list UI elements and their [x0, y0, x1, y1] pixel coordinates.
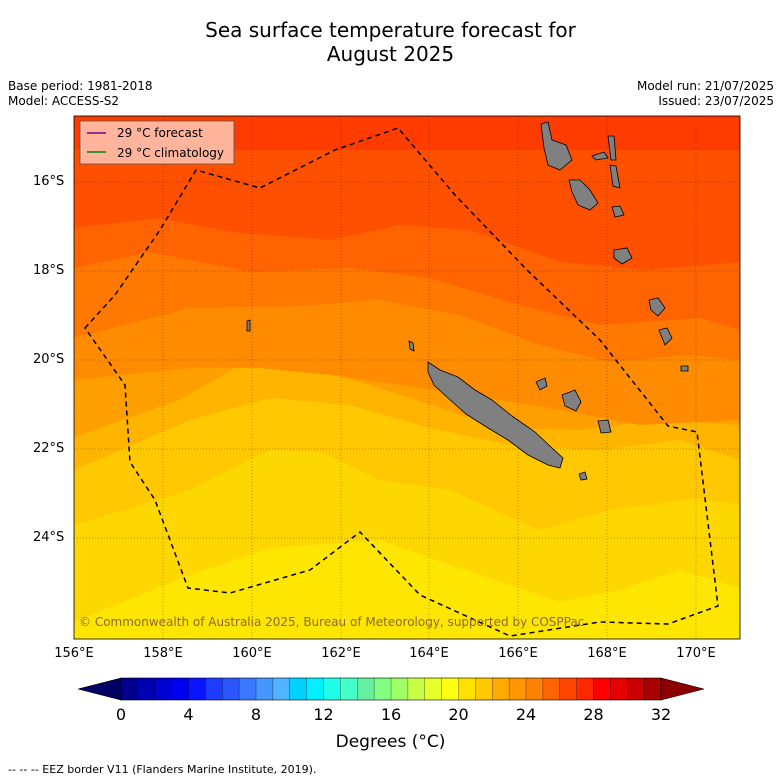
title-line-2: August 2025	[326, 42, 455, 66]
colorbar-swatch	[154, 678, 173, 700]
colorbar-swatch	[121, 678, 139, 700]
new-caledonia-landmass	[427, 361, 564, 469]
colorbar-tick-label: 4	[183, 705, 194, 724]
lon-label: 164°E	[409, 646, 449, 661]
legend-forecast-label: 29 °C forecast	[117, 126, 203, 140]
colorbar-swatch	[289, 678, 308, 700]
vanuatu-espiritu-santo	[540, 121, 573, 171]
colorbar-swatch	[272, 678, 291, 700]
lon-label: 162°E	[321, 646, 361, 661]
lat-label: 24°S	[33, 530, 65, 545]
lon-label: 158°E	[143, 646, 183, 661]
colorbar-tick-label: 8	[250, 705, 262, 724]
colorbar-tick-label: 20	[448, 705, 469, 724]
colorbar-swatch	[306, 678, 324, 700]
colorbar-swatch	[559, 678, 578, 700]
lat-label: 18°S	[33, 263, 65, 278]
copyright-notice: © Commonwealth of Australia 2025, Bureau…	[79, 615, 584, 629]
colorbar-tick-label: 16	[380, 705, 402, 724]
eez-border	[84, 127, 719, 637]
lon-label: 160°E	[232, 646, 272, 661]
model-name: Model: ACCESS-S2	[8, 94, 120, 108]
lon-label: 156°E	[54, 646, 94, 661]
colorbar-swatch	[458, 678, 476, 700]
colorbar-tick-label: 12	[313, 705, 334, 724]
chesterfield-islet	[246, 319, 251, 332]
colorbar-tick-label: 32	[650, 705, 672, 724]
vanuatu-efate	[613, 247, 633, 265]
map-area: © Commonwealth of Australia 2025, Bureau…	[74, 116, 740, 639]
colorbar-swatch	[542, 678, 561, 700]
meta-left: Base period: 1981-2018 Model: ACCESS-S2	[8, 79, 153, 109]
base-period: Base period: 1981-2018	[8, 79, 153, 93]
chart-title: Sea surface temperature forecast for Aug…	[0, 18, 781, 66]
colorbar	[77, 677, 705, 701]
colorbar-tick-label: 28	[583, 705, 604, 724]
colorbar-over-arrow	[660, 677, 705, 701]
colorbar-swatch	[509, 678, 527, 700]
colorbar-swatch	[205, 678, 223, 700]
model-run: Model run: 21/07/2025	[636, 79, 774, 93]
gridlines	[74, 116, 740, 639]
colorbar-swatch	[593, 678, 611, 700]
vanuatu-malekula	[568, 179, 599, 211]
vanuatu-pentecost	[609, 164, 621, 189]
colorbar-swatch	[526, 678, 544, 700]
vanuatu-epi	[611, 205, 625, 218]
colorbar-swatch	[171, 678, 189, 700]
colorbar-swatch	[137, 678, 156, 700]
colorbar-swatch	[576, 678, 594, 700]
colorbar-swatch	[475, 678, 493, 700]
belep-island	[408, 340, 415, 352]
lon-label: 168°E	[587, 646, 627, 661]
colorbar-title: Degrees (°C)	[335, 732, 446, 752]
lat-label: 16°S	[33, 174, 65, 189]
lat-label: 22°S	[33, 441, 65, 456]
legend-climatology-label: 29 °C climatology	[117, 146, 224, 160]
vanuatu-maewo	[607, 135, 617, 161]
legend: 29 °C forecast 29 °C climatology	[79, 120, 235, 165]
loyalty-island-1	[535, 377, 548, 391]
colorbar-swatch	[222, 678, 240, 700]
isle-of-pines	[578, 471, 588, 481]
vanuatu-ambae	[591, 151, 609, 161]
colorbar-swatch	[323, 678, 341, 700]
issued-date: Issued: 23/07/2025	[658, 94, 774, 108]
legend-box	[79, 120, 235, 165]
colorbar-swatch	[374, 678, 392, 700]
lon-label: 166°E	[498, 646, 538, 661]
colorbar-swatch	[256, 678, 274, 700]
colorbar-swatch	[441, 678, 459, 700]
colorbar-under-arrow	[77, 677, 122, 701]
colorbar-swatch	[391, 678, 409, 700]
colorbar-tick-label: 24	[515, 705, 537, 724]
colorbar-swatch	[424, 678, 443, 700]
loyalty-island-3	[597, 419, 612, 434]
loyalty-island-2	[561, 389, 582, 412]
lat-label: 20°S	[33, 352, 65, 367]
colorbar-swatch	[492, 678, 510, 700]
sst-band-1	[74, 116, 740, 270]
colorbar-swatch	[357, 678, 375, 700]
eez-footnote: -- -- -- EEZ border V11 (Flanders Marine…	[8, 763, 317, 776]
vanuatu-tanna	[658, 327, 673, 346]
temperature-bands	[74, 116, 740, 639]
colorbar-swatch	[610, 678, 628, 700]
colorbar-swatch	[407, 678, 426, 700]
colorbar-swatch	[644, 678, 662, 700]
colorbar-swatch	[239, 678, 257, 700]
colorbar-swatch	[627, 678, 645, 700]
colorbar-swatch	[188, 678, 206, 700]
title-line-1: Sea surface temperature forecast for	[205, 18, 576, 42]
colorbar-tick-label: 0	[115, 705, 127, 724]
meta-right: Model run: 21/07/2025 Issued: 23/07/2025	[637, 79, 774, 109]
vanuatu-aneityum	[680, 365, 689, 372]
vanuatu-erromango	[648, 297, 666, 317]
map-frame	[73, 115, 741, 640]
colorbar-swatch	[340, 678, 358, 700]
lon-label: 170°E	[676, 646, 716, 661]
